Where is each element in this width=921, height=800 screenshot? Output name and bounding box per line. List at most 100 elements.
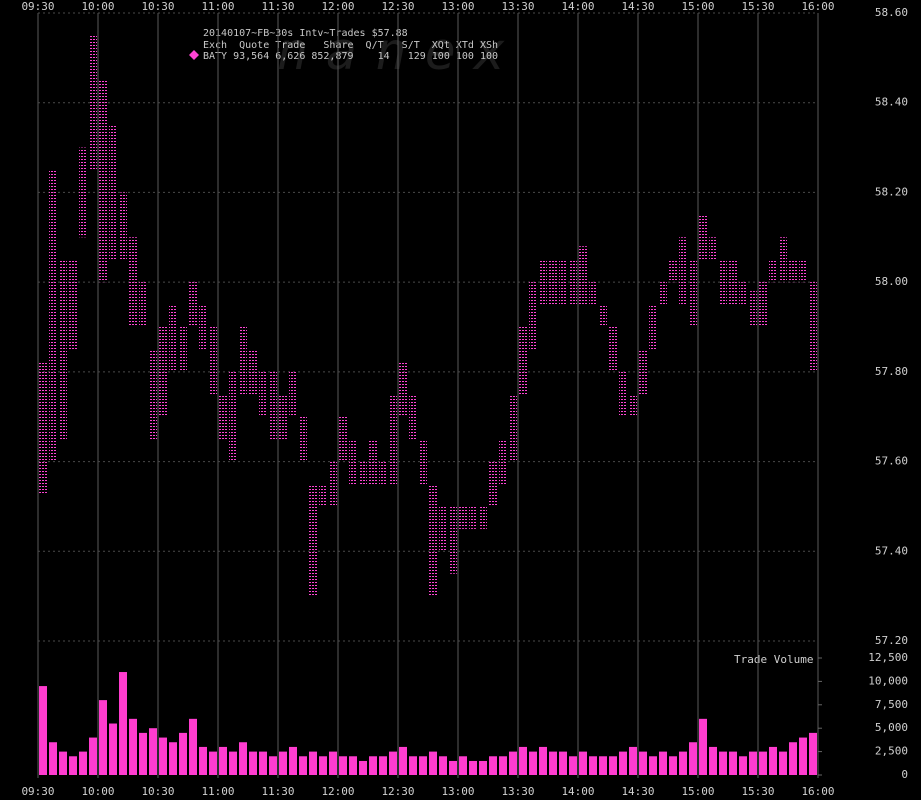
price-range [479,506,487,529]
price-range [59,259,67,440]
y-tick-label: 58.40 [875,96,908,109]
volume-bar [159,737,167,775]
price-range [89,35,97,170]
volume-bar [239,742,247,775]
volume-bar [469,760,477,775]
volume-bar [339,756,347,775]
y2-tick-label: 12,500 [868,651,908,664]
volume-bar [549,751,557,775]
volume-bar [679,751,687,775]
x-tick-label: 11:30 [261,785,294,798]
price-range [149,349,157,440]
volume-bar [449,760,457,775]
price-range [759,282,767,327]
price-range [69,259,77,350]
volume-bar [229,751,237,775]
legend-diamond [189,50,199,60]
volume-bar [199,746,207,775]
volume-bar [459,756,467,775]
x-tick-label: 16:00 [801,785,834,798]
volume-bar [39,686,47,775]
x-tick-label-top: 13:30 [501,0,534,13]
volume-bar [509,751,517,775]
volume-bar [369,756,377,775]
price-range [799,259,807,283]
price-range [159,327,167,417]
x-tick-label: 13:00 [441,785,474,798]
x-tick-label-top: 11:30 [261,0,294,13]
price-range [709,237,717,260]
y-tick-label: 58.60 [875,6,908,19]
price-range [559,259,567,305]
price-range [459,506,467,529]
price-range [499,439,507,484]
price-range [259,371,267,417]
volume-bar [639,751,647,775]
price-range [179,327,187,372]
x-tick-label-top: 16:00 [801,0,834,13]
price-range [739,282,747,305]
x-tick-label: 09:30 [21,785,54,798]
volume-bar [699,718,707,775]
x-tick-label: 11:00 [201,785,234,798]
volume-bar [209,751,217,775]
price-range [129,237,137,327]
volume-bar [139,732,147,775]
volume-bar [279,751,287,775]
volume-bar [179,732,187,775]
price-range [219,394,227,440]
volume-bar [409,756,417,775]
price-range [39,362,47,493]
price-range [639,349,647,395]
price-range [439,506,447,552]
y-tick-label: 57.40 [875,544,908,557]
volume-bar [729,751,737,775]
price-range [109,125,117,260]
volume-bar [719,751,727,775]
y-tick-label: 58.20 [875,185,908,198]
y2-tick-label: 7,500 [875,698,908,711]
x-tick-label-top: 09:30 [21,0,54,13]
price-range [589,282,597,305]
x-tick-label: 15:30 [741,785,774,798]
price-range [229,371,237,462]
price-range [409,394,417,440]
volume-bar [629,746,637,775]
volume-bar [399,746,407,775]
volume-bar [419,756,427,775]
volume-bar [59,751,67,775]
price-range [489,461,497,507]
volume-bar [789,742,797,775]
header-line: BATY 93,564 6,626 852,879 14 129 100 100… [203,51,498,62]
volume-bar [799,737,807,775]
x-tick-label-top: 10:30 [141,0,174,13]
price-range [699,214,707,260]
price-range [119,192,127,260]
volume-bar [659,751,667,775]
price-range [49,170,57,462]
price-range [519,327,527,395]
price-range [329,461,337,507]
x-tick-label: 12:00 [321,785,354,798]
volume-bar [429,751,437,775]
volume-bar [609,756,617,775]
x-tick-label-top: 15:30 [741,0,774,13]
volume-bar [649,756,657,775]
volume-bar [619,751,627,775]
price-range [689,259,697,327]
x-tick-label-top: 12:30 [381,0,414,13]
volume-bar [89,737,97,775]
price-range [539,259,547,305]
volume-bar [579,751,587,775]
price-range [239,327,247,395]
y-tick-label: 57.20 [875,634,908,647]
volume-bar [99,700,107,775]
volume-bar [309,751,317,775]
price-range [199,304,207,350]
volume-bar [809,732,817,775]
price-range [719,259,727,305]
volume-bar [439,756,447,775]
price-range [749,291,757,327]
volume-bar [289,746,297,775]
price-range [569,259,577,305]
